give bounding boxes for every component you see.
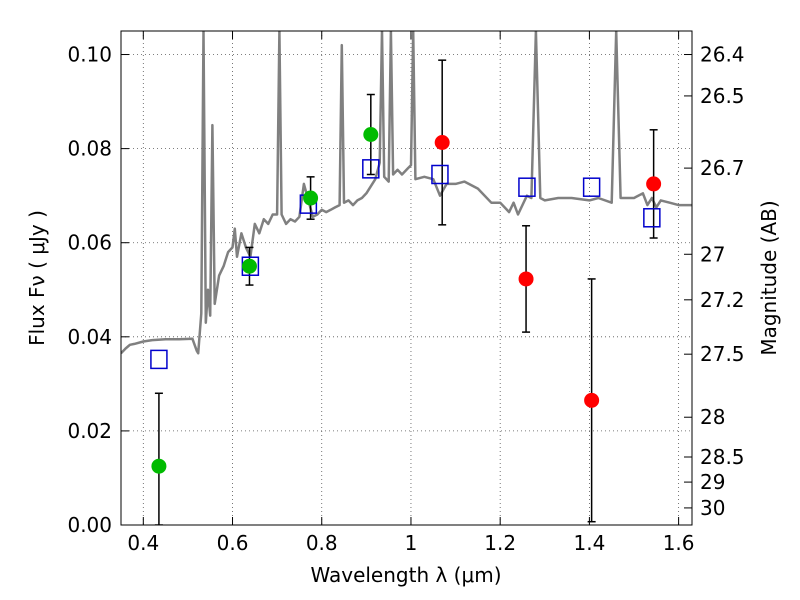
green-data-point — [241, 258, 257, 274]
right-tick-label: 27.5 — [700, 342, 745, 366]
x-tick-label: 1.4 — [573, 531, 605, 555]
y-axis-label: Flux Fν ( μJy ) — [25, 210, 49, 346]
marker-layer — [150, 59, 662, 525]
green-data-point — [303, 190, 319, 206]
x-tick-label: 0.6 — [217, 531, 249, 555]
plot-frame — [120, 30, 693, 526]
model-square-marker — [150, 349, 168, 370]
y-tick-label: 0.06 — [67, 231, 112, 255]
x-tick-label: 0.8 — [306, 531, 338, 555]
x-tick-label: 1.6 — [663, 531, 695, 555]
model-square-marker — [431, 164, 449, 185]
x-tick-label: 1 — [405, 531, 418, 555]
right-axis-label: Magnitude (AB) — [757, 200, 781, 355]
y-tick-label: 0.02 — [67, 419, 112, 443]
tick-layer: 0.4 0.6 0.8 1 1.2 1.4 1.6 0.00 0.02 0.04 0.06 0.08 0… — [67, 31, 745, 555]
right-tick-label: 27 — [700, 242, 725, 266]
green-data-point — [151, 458, 167, 474]
spectrum-layer — [121, 31, 692, 355]
right-tick-label: 26.4 — [700, 43, 745, 67]
spectrum-line — [121, 31, 692, 355]
y-tick-label: 0.08 — [67, 137, 112, 161]
y-tick-label: 0.00 — [67, 513, 112, 537]
y-tick-label: 0.10 — [67, 43, 112, 67]
right-tick-label: 29 — [700, 470, 725, 494]
right-tick-label: 28 — [700, 405, 725, 429]
x-tick-label: 1.2 — [484, 531, 516, 555]
right-tick-label: 26.5 — [700, 84, 745, 108]
right-tick-label: 27.2 — [700, 288, 745, 312]
right-tick-label: 30 — [700, 496, 725, 520]
red-data-point — [646, 176, 662, 192]
red-data-point — [584, 392, 600, 408]
model-square-marker — [362, 159, 380, 179]
model-square-marker — [518, 177, 536, 197]
model-square-marker — [643, 208, 661, 228]
right-tick-label: 28.5 — [700, 445, 745, 469]
right-tick-label: 26.7 — [700, 156, 745, 180]
x-axis-label: Wavelength λ (μm) — [310, 563, 501, 587]
y-tick-label: 0.04 — [67, 325, 112, 349]
green-data-point — [363, 127, 379, 143]
red-data-point — [434, 135, 450, 151]
red-data-point — [518, 271, 534, 287]
x-tick-label: 0.4 — [127, 531, 159, 555]
model-square-marker — [582, 177, 601, 197]
